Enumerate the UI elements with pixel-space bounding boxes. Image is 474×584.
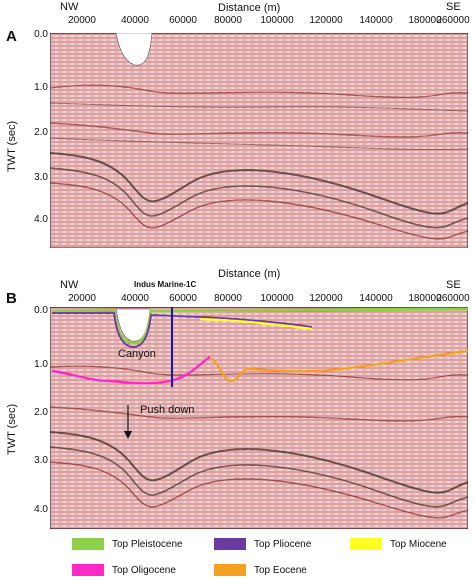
x-tick: 180000 — [408, 293, 442, 304]
legend-item-top-pleistocene: Top Pleistocene — [72, 538, 183, 550]
panel-a-y-axis-title: TWT (sec) — [6, 120, 18, 172]
panel-a-se-label: SE — [446, 1, 461, 13]
x-tick: 60000 — [169, 293, 197, 304]
panel-a-label: A — [6, 28, 17, 45]
x-tick: 20000 — [68, 15, 96, 26]
panel-b-nw-label: NW — [60, 279, 79, 291]
x-tick: 20000 — [68, 293, 96, 304]
y-tick: 1.0 — [34, 82, 48, 93]
x-tick: 140000 — [359, 293, 393, 304]
x-tick: 80000 — [214, 293, 242, 304]
x-tick: 180000 — [408, 15, 442, 26]
legend-swatch — [72, 564, 104, 576]
panel-b-y-axis-title: TWT (sec) — [6, 403, 18, 455]
legend-label: Top Miocene — [390, 538, 447, 550]
y-tick: 0.0 — [34, 29, 48, 40]
y-tick: 2.0 — [34, 407, 48, 418]
horizon-top-pliocene — [52, 312, 313, 348]
horizon-top-miocene — [199, 317, 313, 331]
push-down-arrow-head — [124, 431, 132, 439]
x-tick: 120000 — [309, 293, 343, 304]
y-tick: 4.0 — [34, 504, 48, 515]
canyon-annotation: Canyon — [118, 348, 156, 360]
push-down-annotation: Push down — [140, 404, 195, 416]
legend-item-top-oligocene: Top Oligocene — [72, 564, 176, 576]
x-tick: 100000 — [260, 293, 294, 304]
legend-swatch — [214, 564, 246, 576]
legend-swatch — [72, 538, 104, 550]
x-tick: 260000 — [436, 293, 470, 304]
y-tick: 0.0 — [34, 305, 48, 316]
legend-item-top-miocene: Top Miocene — [350, 538, 447, 550]
x-tick: 120000 — [309, 15, 343, 26]
x-tick: 40000 — [121, 15, 149, 26]
seismic-section-b — [50, 307, 468, 529]
y-tick: 3.0 — [34, 455, 48, 466]
x-tick: 80000 — [214, 15, 242, 26]
panel-b-se-label: SE — [446, 279, 461, 291]
panel-a-nw-label: NW — [60, 1, 79, 13]
legend-label: Top Pleistocene — [112, 538, 183, 550]
panel-a-x-axis-title: Distance (m) — [218, 2, 281, 14]
legend-item-top-pliocene: Top Pliocene — [214, 538, 311, 550]
y-tick: 3.0 — [34, 172, 48, 183]
horizon-top-eocene — [209, 349, 468, 383]
y-tick: 1.0 — [34, 359, 48, 370]
seismic-section-a — [50, 33, 468, 248]
x-tick: 60000 — [169, 15, 197, 26]
panel-b-x-axis-title: Distance (m) — [218, 268, 281, 280]
y-tick: 2.0 — [34, 127, 48, 138]
legend-label: Top Oligocene — [112, 564, 176, 576]
legend-swatch — [350, 538, 382, 550]
legend-item-top-eocene: Top Eocene — [214, 564, 307, 576]
legend-label: Top Pliocene — [254, 538, 312, 550]
panel-b-label: B — [6, 290, 17, 307]
x-tick: 140000 — [359, 15, 393, 26]
legend-label: Top Eocene — [254, 564, 307, 576]
y-tick: 4.0 — [34, 214, 48, 225]
legend-swatch — [214, 538, 246, 550]
x-tick: 40000 — [121, 293, 149, 304]
x-tick: 100000 — [260, 15, 294, 26]
x-tick: 260000 — [436, 15, 470, 26]
horizon-top-oligocene — [51, 355, 211, 385]
well-label: Indus Marine-1C — [134, 280, 197, 289]
